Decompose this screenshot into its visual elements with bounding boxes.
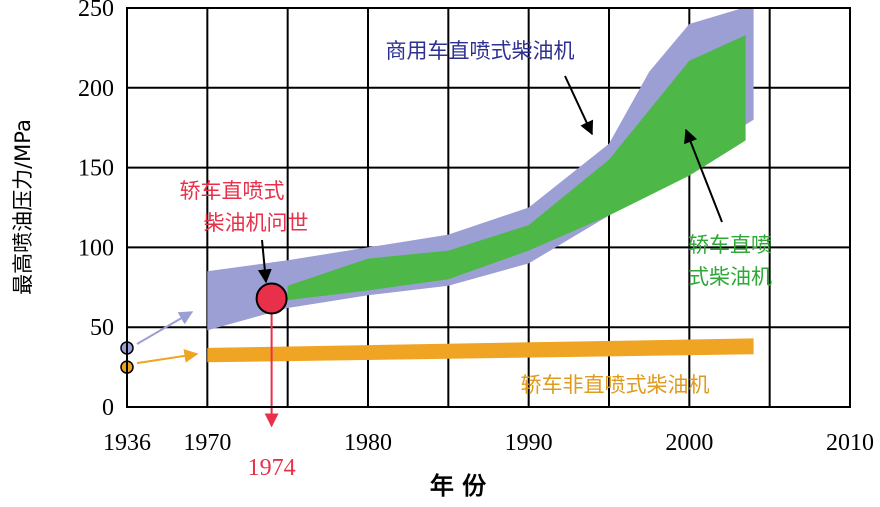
plot-frame [126, 7, 851, 408]
pointer-arrow [136, 348, 199, 365]
x-tick-label: 2010 [826, 430, 874, 456]
x-tick-label: 1980 [344, 430, 392, 456]
band-area [287, 35, 746, 301]
pointer-arrow [136, 311, 194, 345]
pointer-arrow [684, 128, 723, 223]
series-label: 轿车直喷 [688, 233, 772, 257]
series-label: 轿车非直喷式柴油机 [521, 373, 710, 397]
y-tick-label: 0 [102, 395, 114, 421]
event-label: 柴油机问世 [204, 211, 309, 235]
x-tick-label: 1970 [183, 430, 231, 456]
x-axis-label: 年 份 [430, 472, 487, 500]
y-tick-label: 200 [78, 76, 114, 102]
series-label: 式柴油机 [688, 265, 772, 289]
x-tick-label: 1990 [505, 430, 553, 456]
series-label: 商用车直喷式柴油机 [386, 39, 575, 63]
y-axis-label: 最高喷油压力/MPa [11, 119, 35, 295]
event-x-label: 1974 [248, 455, 296, 481]
pointer-arrow [564, 75, 594, 136]
x-break-label: 1936 [103, 430, 151, 456]
y-tick-label: 50 [90, 315, 114, 341]
band-area [207, 338, 754, 363]
y-tick-label: 250 [78, 0, 114, 22]
y-tick-label: 100 [78, 235, 114, 261]
event-point [255, 282, 288, 315]
y-tick-label: 150 [78, 156, 114, 182]
event-label: 轿车直喷式 [180, 179, 285, 203]
x-tick-label: 2000 [665, 430, 713, 456]
pointer-arrow [257, 239, 272, 284]
